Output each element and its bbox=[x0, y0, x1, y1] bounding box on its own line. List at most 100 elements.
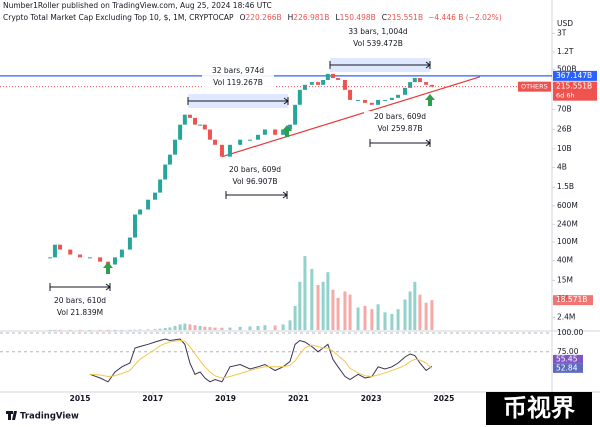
candle bbox=[342, 79, 347, 90]
candle bbox=[158, 179, 163, 193]
up-arrow bbox=[282, 125, 292, 137]
candle bbox=[302, 84, 307, 90]
volume-bar bbox=[58, 329, 62, 331]
last-price-box bbox=[553, 81, 597, 101]
candle bbox=[153, 192, 158, 200]
candle bbox=[167, 154, 172, 165]
measure-volume: Vol 96.907B bbox=[233, 177, 278, 186]
logo-icon bbox=[6, 411, 17, 420]
candle bbox=[187, 114, 192, 118]
candle bbox=[52, 244, 57, 258]
candle bbox=[138, 209, 143, 215]
volume-bar bbox=[138, 329, 142, 331]
candle bbox=[273, 129, 278, 135]
ohlc-value: 226.981B bbox=[293, 13, 329, 22]
volume-bar bbox=[390, 313, 394, 330]
candle bbox=[325, 73, 330, 80]
volume-bar bbox=[106, 329, 110, 331]
measure-bars: 20 bars, 609d bbox=[374, 112, 426, 121]
x-tick-label: 2019 bbox=[215, 394, 236, 403]
volume-bar bbox=[408, 291, 412, 330]
candle bbox=[58, 244, 63, 250]
measure-volume: Vol 21.839M bbox=[57, 308, 103, 317]
x-tick-label: 2017 bbox=[142, 394, 163, 403]
volume-bar bbox=[396, 309, 400, 330]
volume-bar bbox=[321, 281, 325, 330]
volume-bar bbox=[238, 326, 242, 330]
candle bbox=[219, 144, 224, 157]
y-tick-label: 15M bbox=[557, 275, 573, 284]
volume-bar bbox=[128, 329, 132, 331]
candle bbox=[362, 99, 367, 103]
ohlc-value: 150.498B bbox=[340, 13, 376, 22]
volume-bar bbox=[356, 307, 360, 330]
measure-bars: 20 bars, 610d bbox=[54, 296, 106, 305]
volume-bar bbox=[363, 305, 367, 330]
x-tick-label: 2023 bbox=[361, 394, 382, 403]
x-tick-label: 2025 bbox=[433, 394, 454, 403]
volume-bar bbox=[220, 327, 224, 330]
candle bbox=[297, 89, 302, 105]
volume-bar bbox=[316, 285, 320, 330]
candle bbox=[78, 254, 83, 258]
candle bbox=[227, 144, 232, 157]
y-tick-label: 70B bbox=[557, 104, 572, 113]
volume-bar bbox=[248, 326, 252, 330]
y-tick-label: 100.00 bbox=[557, 328, 583, 337]
volume-bar bbox=[413, 281, 417, 330]
measure-label-bg bbox=[202, 65, 274, 89]
volume-bar bbox=[293, 305, 297, 330]
volume-bar bbox=[178, 324, 182, 330]
y-tick-label: 10B bbox=[557, 144, 572, 153]
candle bbox=[98, 257, 103, 262]
y-tick-label: 1.5B bbox=[557, 182, 574, 191]
candle bbox=[247, 139, 252, 141]
bar-countdown: 6d 6h bbox=[556, 92, 575, 100]
measure-label-bg bbox=[44, 295, 116, 319]
candle bbox=[321, 79, 326, 85]
volume-bar bbox=[326, 272, 330, 330]
candle bbox=[68, 249, 73, 255]
candle bbox=[281, 129, 286, 135]
symbol-tag: OTHERS bbox=[521, 83, 548, 91]
volume-bar bbox=[188, 324, 192, 330]
candle bbox=[336, 78, 341, 80]
indicator-value-box bbox=[553, 354, 583, 364]
indicator-value-box bbox=[553, 363, 583, 373]
volume-bar bbox=[424, 302, 428, 330]
candle bbox=[163, 164, 168, 180]
candle bbox=[127, 237, 132, 250]
volume-bar bbox=[88, 329, 92, 331]
ohlc-value: 220.266B bbox=[245, 13, 281, 22]
candle bbox=[417, 78, 422, 83]
y-tick-label: 4B bbox=[557, 162, 567, 171]
last-price-label: 215.551B bbox=[556, 82, 592, 91]
volume-bar bbox=[403, 299, 407, 330]
x-tick-label: 2015 bbox=[70, 394, 91, 403]
candle bbox=[173, 139, 178, 155]
symbol-title: Crypto Total Market Cap Excluding Top 10… bbox=[3, 13, 234, 22]
candle bbox=[412, 78, 417, 83]
volume-bar bbox=[228, 327, 232, 330]
candle bbox=[178, 124, 183, 140]
volume-bar bbox=[193, 325, 197, 330]
candle bbox=[330, 73, 335, 79]
candle bbox=[207, 129, 212, 140]
volume-bar bbox=[383, 312, 387, 330]
ohlc-key: O bbox=[240, 13, 246, 22]
candle bbox=[293, 104, 298, 125]
volume-bar bbox=[53, 329, 57, 331]
measure-label-bg bbox=[219, 164, 291, 188]
ohlc-key: C bbox=[382, 13, 387, 22]
y-tick-label: 26B bbox=[557, 124, 572, 133]
published-line: Number1Roller published on TradingView.c… bbox=[3, 1, 272, 10]
watermark-box bbox=[486, 392, 592, 425]
volume-bar bbox=[303, 256, 307, 330]
volume-bar bbox=[418, 294, 422, 330]
volume-bar bbox=[263, 325, 267, 330]
volume-bar bbox=[163, 328, 167, 330]
volume-label: 18.571B bbox=[556, 295, 587, 304]
volume-bar bbox=[133, 329, 137, 331]
volume-bar bbox=[113, 329, 117, 331]
candle bbox=[213, 139, 218, 145]
